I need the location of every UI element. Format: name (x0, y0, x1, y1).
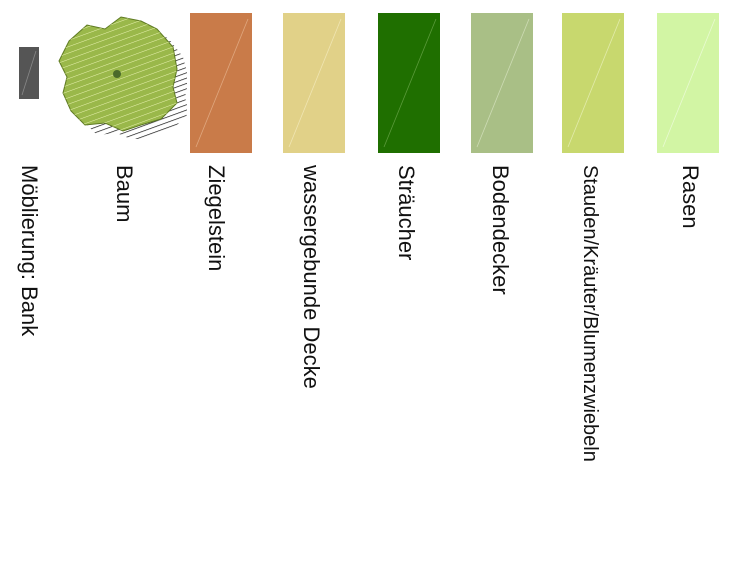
legend-label-ziegelstein: Ziegelstein (204, 165, 229, 272)
gravel-swatch (283, 13, 345, 153)
legend-item-rasen: Rasen (657, 0, 721, 572)
perennial-swatch (562, 13, 624, 153)
legend-item-straeucher: Sträucher (378, 0, 442, 572)
legend-item-baum: Baum (55, 0, 190, 572)
legend-label-baum: Baum (112, 165, 137, 223)
groundcover-swatch (471, 13, 533, 153)
legend-item-bodendecker: Bodendecker (471, 0, 535, 572)
lawn-swatch (657, 13, 719, 153)
bench-icon (19, 47, 39, 99)
shrub-swatch (378, 13, 440, 153)
legend-label-wassergebunde: wassergebunde Decke (299, 165, 324, 389)
legend-label-rasen: Rasen (678, 165, 703, 229)
legend-item-bank: Möblierung: Bank (0, 0, 60, 572)
legend-label-straeucher: Sträucher (394, 165, 419, 261)
legend-label-bodendecker: Bodendecker (488, 165, 513, 295)
legend-label-bank: Möblierung: Bank (17, 165, 42, 337)
tree-icon (55, 13, 187, 139)
legend-item-ziegelstein: Ziegelstein (190, 0, 254, 572)
brick-swatch (190, 13, 252, 153)
legend-item-wassergebunde: wassergebunde Decke (283, 0, 347, 572)
legend-item-stauden: Stauden/Kräuter/Blumenzwiebeln (562, 0, 626, 572)
legend-label-stauden: Stauden/Kräuter/Blumenzwiebeln (579, 165, 601, 462)
